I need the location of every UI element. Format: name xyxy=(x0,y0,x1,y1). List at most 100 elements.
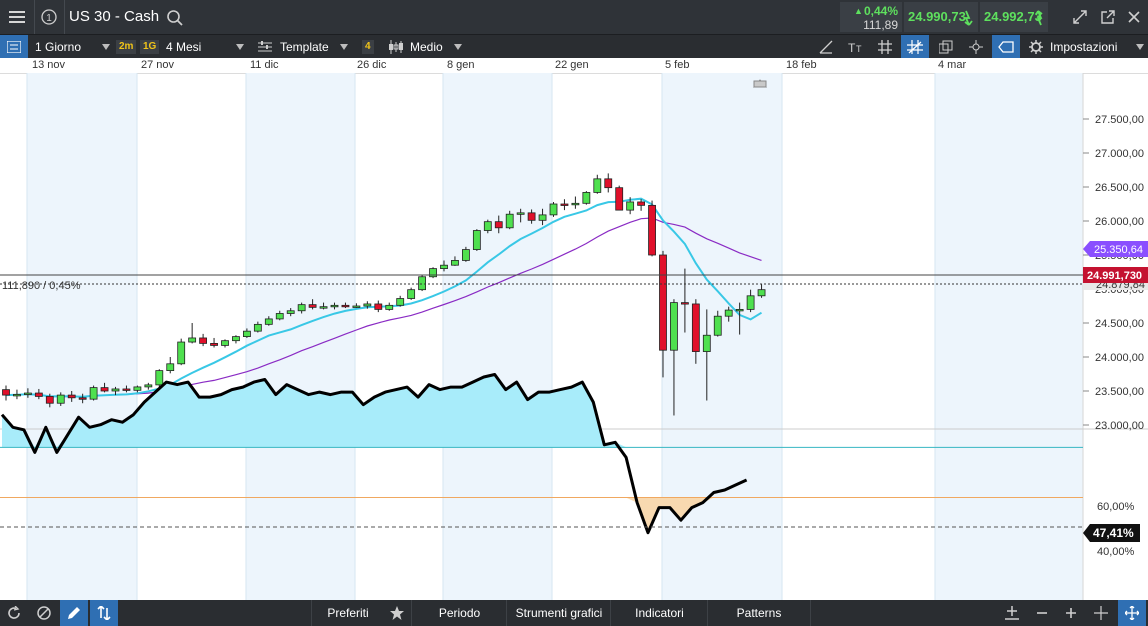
moving-averages xyxy=(5,197,763,398)
line-draw-button[interactable] xyxy=(812,35,840,59)
interval-2m-button[interactable]: 2m xyxy=(116,40,137,54)
candle xyxy=(319,302,328,310)
candle xyxy=(461,246,470,262)
candle xyxy=(735,302,744,335)
candle xyxy=(144,382,153,390)
price-label: 23.000,00 xyxy=(1095,420,1144,432)
disable-button[interactable] xyxy=(30,600,58,626)
magnet-button[interactable] xyxy=(962,35,990,59)
candle xyxy=(440,260,448,272)
tab-periodo[interactable]: Periodo xyxy=(411,600,507,626)
change-absolute: 111,89 xyxy=(863,18,898,32)
buy-price: 24.992,73 xyxy=(984,9,1042,24)
oscillator-line xyxy=(0,373,748,535)
popout-button[interactable] xyxy=(1094,0,1122,34)
candle xyxy=(341,302,350,309)
favorite-button[interactable] xyxy=(383,600,411,626)
grid-button[interactable] xyxy=(871,35,899,59)
candle xyxy=(615,185,624,211)
chevron-down-icon xyxy=(236,44,244,50)
candle xyxy=(549,201,558,217)
candle xyxy=(560,199,569,211)
tab-preferiti[interactable]: Preferiti xyxy=(311,600,384,626)
move-button[interactable] xyxy=(1118,600,1146,626)
candle xyxy=(2,385,10,401)
star-icon xyxy=(390,606,404,620)
chevron-down-icon xyxy=(1136,44,1144,50)
chart-type-select[interactable]: Medio xyxy=(410,40,443,54)
grid-icon xyxy=(878,40,892,54)
price-tag-button[interactable] xyxy=(992,35,1020,59)
interval-1g-button[interactable]: 1G xyxy=(140,40,160,54)
close-icon xyxy=(1128,11,1140,23)
candle xyxy=(670,299,678,416)
up-triangle-icon: ▲ xyxy=(854,6,863,16)
interval-select[interactable]: 1 Giorno xyxy=(35,40,82,54)
info-button[interactable]: 1 xyxy=(34,0,65,34)
date-label: 4 mar xyxy=(938,59,967,71)
candle xyxy=(297,302,306,314)
date-label: 18 feb xyxy=(786,59,817,71)
close-button[interactable] xyxy=(1120,0,1148,34)
osc-level-label: 60,00% xyxy=(1097,501,1135,513)
refresh-button[interactable] xyxy=(0,600,28,626)
tab-patterns[interactable]: Patterns xyxy=(707,600,811,626)
oscillator-value-tag xyxy=(1083,524,1140,542)
candle xyxy=(122,385,131,393)
candle xyxy=(527,209,536,224)
candle xyxy=(23,388,32,398)
move-icon xyxy=(1125,606,1139,620)
template-count: 4 xyxy=(362,40,374,54)
buy-price-button[interactable]: 24.992,73 xyxy=(980,2,1048,32)
swap-button[interactable] xyxy=(90,600,118,626)
sell-price: 24.990,73 xyxy=(908,9,966,24)
swap-icon xyxy=(97,606,111,620)
top-bar: 1 US 30 - Cash ▲ 0,44% 111,89 24.990,73 … xyxy=(0,0,1148,34)
date-label: 22 gen xyxy=(555,59,589,71)
ma-value-label: 25.350,64 xyxy=(1094,244,1143,256)
search-icon[interactable] xyxy=(166,9,184,27)
candle xyxy=(494,215,503,234)
instrument-title[interactable]: US 30 - Cash xyxy=(69,8,160,25)
candle xyxy=(352,303,361,309)
candle xyxy=(593,174,602,194)
candle xyxy=(78,393,87,404)
ma-fast-line xyxy=(5,197,763,398)
price-chart[interactable]: 27.500,0027.000,0026.500,0026.000,0025.5… xyxy=(0,73,1148,600)
candle xyxy=(385,302,394,311)
list-button[interactable] xyxy=(0,35,28,59)
sell-price-button[interactable]: 24.990,73 xyxy=(904,2,978,32)
candle xyxy=(505,210,514,230)
crosshair-tool-button[interactable] xyxy=(998,600,1026,626)
crosshair-button[interactable] xyxy=(901,35,929,59)
pencil-button[interactable] xyxy=(60,600,88,626)
expand-button[interactable] xyxy=(1066,0,1094,34)
layers-button[interactable] xyxy=(932,35,960,59)
candle xyxy=(275,310,284,321)
candle xyxy=(659,250,667,378)
date-label: 11 dic xyxy=(250,59,279,71)
template-select[interactable]: Template xyxy=(280,40,329,54)
menu-button[interactable] xyxy=(0,0,35,34)
candlesticks xyxy=(2,173,766,416)
oscillator-value-label: 47,41% xyxy=(1093,526,1134,540)
disable-icon xyxy=(37,606,51,620)
candle xyxy=(483,219,492,234)
candle xyxy=(210,337,218,348)
zoom-out-button[interactable] xyxy=(1028,600,1056,626)
oscillator-axis: 60,00% 40,00% 47,41% xyxy=(0,501,1140,558)
layers-icon xyxy=(939,40,953,54)
tab-strumenti-grafici[interactable]: Strumenti grafici xyxy=(506,600,611,626)
candle xyxy=(757,284,766,298)
cursor-icon xyxy=(1094,606,1108,620)
tab-indicatori[interactable]: Indicatori xyxy=(610,600,708,626)
zoom-in-button[interactable] xyxy=(1057,600,1085,626)
candle xyxy=(746,289,755,313)
settings-button[interactable]: Impostazioni xyxy=(1050,40,1118,54)
range-select[interactable]: 4 Mesi xyxy=(166,40,202,54)
cursor-button[interactable] xyxy=(1087,600,1115,626)
price-label: 27.000,00 xyxy=(1095,148,1144,160)
candle xyxy=(155,369,164,387)
